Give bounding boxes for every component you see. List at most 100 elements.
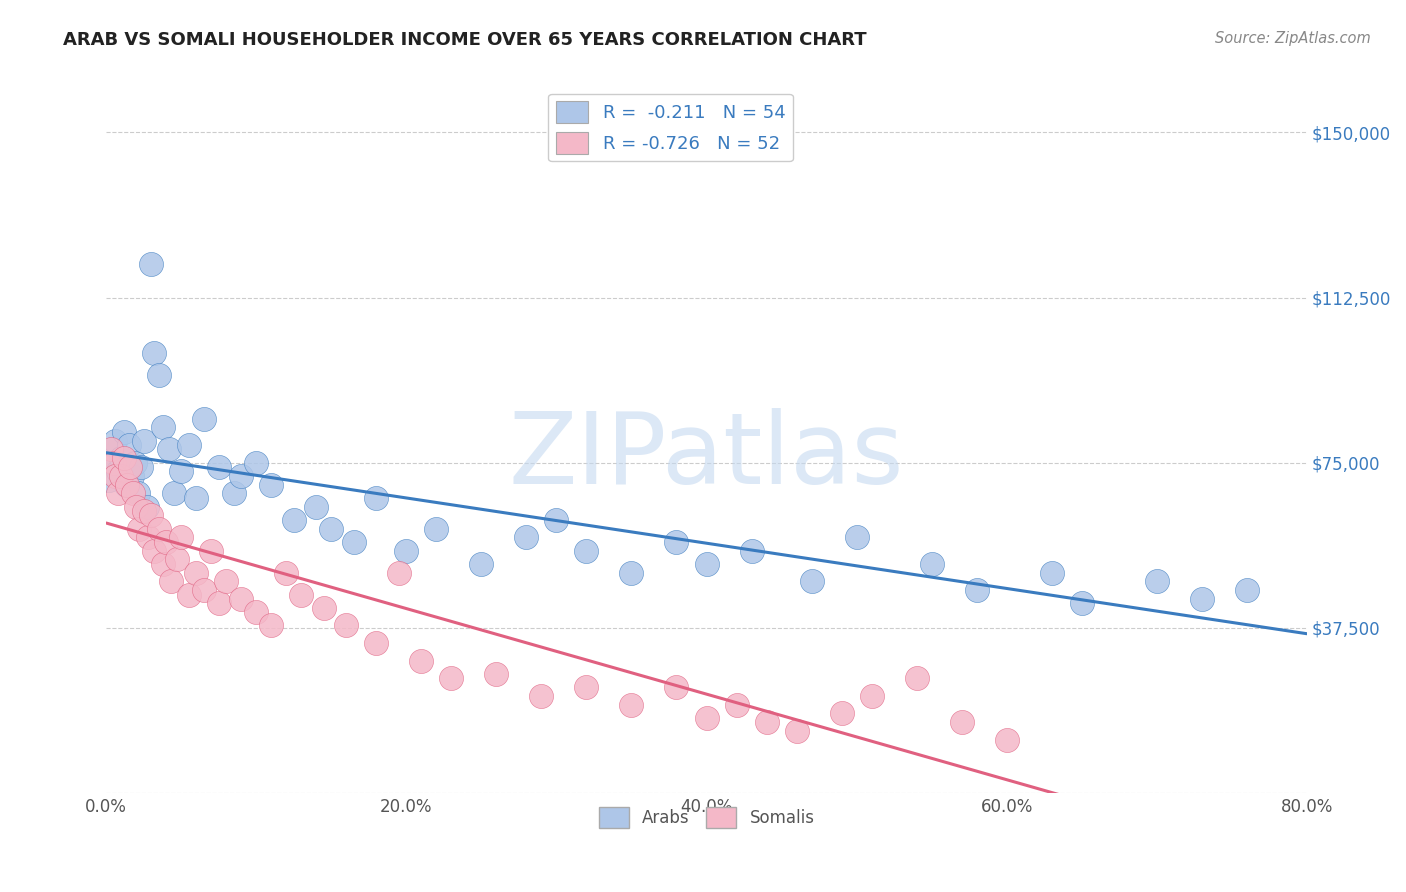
- Point: [921, 557, 943, 571]
- Point: [1191, 592, 1213, 607]
- Point: [110, 468, 132, 483]
- Point: [245, 456, 267, 470]
- Point: [208, 459, 231, 474]
- Point: [231, 592, 253, 607]
- Point: [136, 530, 159, 544]
- Point: [118, 438, 141, 452]
- Point: [186, 491, 208, 505]
- Point: [335, 618, 357, 632]
- Point: [440, 671, 463, 685]
- Point: [166, 552, 188, 566]
- Point: [103, 456, 125, 470]
- Point: [665, 680, 688, 694]
- Point: [103, 456, 125, 470]
- Point: [755, 715, 778, 730]
- Point: [143, 345, 166, 359]
- Point: [245, 605, 267, 619]
- Point: [222, 486, 245, 500]
- Point: [152, 557, 174, 571]
- Point: [100, 442, 122, 457]
- Point: [135, 500, 157, 514]
- Text: ZIPatlas: ZIPatlas: [509, 408, 904, 505]
- Point: [695, 711, 717, 725]
- Point: [546, 513, 568, 527]
- Point: [695, 557, 717, 571]
- Point: [260, 618, 283, 632]
- Point: [905, 671, 928, 685]
- Point: [143, 543, 166, 558]
- Point: [215, 574, 238, 589]
- Point: [741, 543, 763, 558]
- Point: [159, 574, 181, 589]
- Point: [485, 666, 508, 681]
- Point: [148, 368, 170, 382]
- Point: [283, 513, 305, 527]
- Point: [121, 468, 143, 483]
- Point: [1070, 596, 1092, 610]
- Point: [114, 477, 136, 491]
- Point: [321, 522, 343, 536]
- Point: [260, 477, 283, 491]
- Point: [1236, 583, 1258, 598]
- Point: [177, 588, 200, 602]
- Point: [1040, 566, 1063, 580]
- Point: [177, 438, 200, 452]
- Point: [470, 557, 492, 571]
- Point: [132, 504, 155, 518]
- Point: [127, 486, 149, 500]
- Point: [98, 473, 121, 487]
- Point: [120, 459, 142, 474]
- Point: [575, 680, 598, 694]
- Point: [425, 522, 447, 536]
- Point: [104, 434, 127, 448]
- Point: [1146, 574, 1168, 589]
- Point: [366, 491, 388, 505]
- Point: [152, 420, 174, 434]
- Point: [231, 468, 253, 483]
- Point: [125, 500, 148, 514]
- Point: [395, 543, 418, 558]
- Point: [104, 468, 127, 483]
- Point: [122, 486, 145, 500]
- Point: [141, 258, 163, 272]
- Point: [170, 464, 193, 478]
- Point: [725, 698, 748, 712]
- Point: [966, 583, 988, 598]
- Point: [575, 543, 598, 558]
- Point: [950, 715, 973, 730]
- Point: [305, 500, 328, 514]
- Point: [110, 451, 132, 466]
- Point: [193, 583, 215, 598]
- Point: [155, 534, 177, 549]
- Point: [312, 600, 335, 615]
- Point: [515, 530, 537, 544]
- Point: [388, 566, 411, 580]
- Point: [786, 724, 808, 739]
- Point: [366, 636, 388, 650]
- Point: [276, 566, 298, 580]
- Point: [107, 464, 129, 478]
- Legend: Arabs, Somalis: Arabs, Somalis: [592, 801, 821, 834]
- Point: [148, 522, 170, 536]
- Point: [132, 434, 155, 448]
- Point: [995, 732, 1018, 747]
- Point: [343, 534, 366, 549]
- Text: ARAB VS SOMALI HOUSEHOLDER INCOME OVER 65 YEARS CORRELATION CHART: ARAB VS SOMALI HOUSEHOLDER INCOME OVER 6…: [63, 31, 868, 49]
- Point: [163, 486, 186, 500]
- Point: [157, 442, 180, 457]
- Point: [112, 425, 135, 439]
- Point: [128, 522, 150, 536]
- Point: [620, 566, 643, 580]
- Point: [800, 574, 823, 589]
- Point: [112, 451, 135, 466]
- Point: [620, 698, 643, 712]
- Point: [193, 411, 215, 425]
- Point: [665, 534, 688, 549]
- Point: [107, 486, 129, 500]
- Point: [170, 530, 193, 544]
- Point: [129, 459, 152, 474]
- Point: [530, 689, 553, 703]
- Point: [124, 456, 146, 470]
- Point: [200, 543, 222, 558]
- Point: [290, 588, 312, 602]
